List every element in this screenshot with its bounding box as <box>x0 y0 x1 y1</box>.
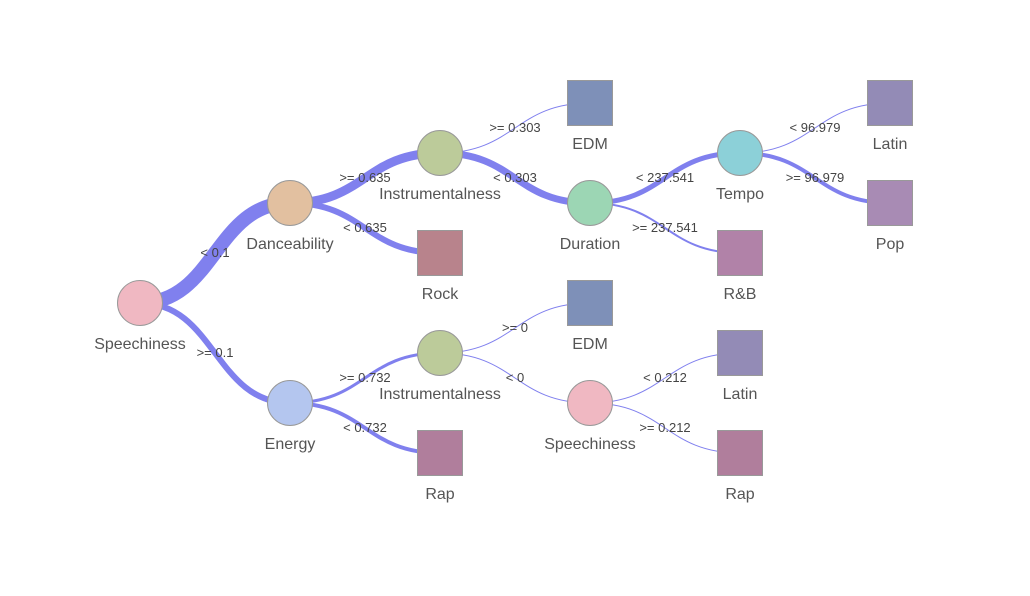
tree-edge <box>439 102 591 154</box>
leaf-square <box>867 180 913 226</box>
leaf-node: Latin <box>717 330 763 403</box>
split-circle <box>717 130 763 176</box>
leaf-square <box>717 230 763 276</box>
node-label: Rap <box>425 486 454 503</box>
leaf-node: Rap <box>417 430 463 503</box>
node-label: Instrumentalness <box>379 386 501 403</box>
tree-edge <box>137 300 293 406</box>
leaf-square <box>417 430 463 476</box>
edge-label: < 237.541 <box>636 170 694 185</box>
node-label: R&B <box>724 286 757 303</box>
edge-label: >= 0 <box>502 320 528 335</box>
tree-edge <box>285 148 445 208</box>
leaf-square <box>567 80 613 126</box>
leaf-square <box>417 230 463 276</box>
edge-label: >= 237.541 <box>632 220 698 235</box>
node-label: Rock <box>422 286 459 303</box>
node-label: Speechiness <box>94 336 186 353</box>
split-node: Speechiness <box>544 380 636 453</box>
edge-label: >= 0.303 <box>489 120 540 135</box>
node-label: Latin <box>723 386 758 403</box>
leaf-node: EDM <box>567 80 613 153</box>
tree-edge <box>739 102 891 154</box>
split-circle <box>417 330 463 376</box>
split-node: Speechiness <box>94 280 186 353</box>
edge-label: < 0.212 <box>643 370 687 385</box>
nodes-layer: Speechiness Danceability Energy Instrumenta… <box>94 80 913 503</box>
node-label: Rap <box>725 486 754 503</box>
tree-edge <box>589 202 741 254</box>
node-label: Pop <box>876 236 905 253</box>
split-circle <box>117 280 163 326</box>
edge-label: >= 0.732 <box>339 370 390 385</box>
node-label: Danceability <box>246 236 333 253</box>
node-label: Speechiness <box>544 436 636 453</box>
node-label: Instrumentalness <box>379 186 501 203</box>
tree-edge <box>133 196 297 310</box>
split-node: Danceability <box>246 180 334 253</box>
split-node: Instrumentalness <box>379 330 501 403</box>
edges-layer <box>133 102 892 455</box>
tree-edge <box>439 352 591 404</box>
split-node: Tempo <box>716 130 764 203</box>
split-circle <box>567 380 613 426</box>
node-label: Tempo <box>716 186 764 203</box>
leaf-square <box>867 80 913 126</box>
edge-label: < 0.1 <box>200 245 229 260</box>
leaf-node: Rock <box>417 230 463 303</box>
tree-edge <box>288 351 442 405</box>
node-label: Duration <box>560 236 620 253</box>
node-label: EDM <box>572 136 608 153</box>
tree-edge <box>287 200 443 256</box>
edge-labels-layer: < 0.1 >= 0.1 >= 0.635 < 0.635 >= 0.303 < 0.30… <box>197 120 845 435</box>
split-circle <box>267 380 313 426</box>
node-label: Latin <box>873 136 908 153</box>
tree-edge <box>589 352 741 404</box>
tree-edge <box>589 402 741 454</box>
edge-label: < 0 <box>506 370 524 385</box>
tree-edge <box>439 302 591 354</box>
edge-label: >= 0.1 <box>197 345 234 360</box>
split-circle <box>267 180 313 226</box>
node-label: Energy <box>265 436 316 453</box>
tree-edge <box>587 150 743 206</box>
edge-label: < 0.303 <box>493 170 537 185</box>
edge-label: < 0.732 <box>343 420 387 435</box>
leaf-square <box>717 430 763 476</box>
edge-label: < 0.635 <box>343 220 387 235</box>
leaf-node: R&B <box>717 230 763 303</box>
node-label: EDM <box>572 336 608 353</box>
leaf-square <box>567 280 613 326</box>
tree-edge <box>436 149 594 207</box>
edge-label: >= 0.212 <box>639 420 690 435</box>
leaf-node: Pop <box>867 180 913 253</box>
leaf-node: Latin <box>867 80 913 153</box>
split-circle <box>567 180 613 226</box>
split-node: Duration <box>560 180 620 253</box>
leaf-square <box>717 330 763 376</box>
tree-edge <box>288 401 442 455</box>
edge-label: >= 96.979 <box>786 170 845 185</box>
leaf-node: Rap <box>717 430 763 503</box>
leaf-node: EDM <box>567 280 613 353</box>
split-node: Instrumentalness <box>379 130 501 203</box>
tree-edge <box>738 151 892 205</box>
split-circle <box>417 130 463 176</box>
edge-label: < 96.979 <box>790 120 841 135</box>
edge-label: >= 0.635 <box>339 170 390 185</box>
split-node: Energy <box>265 380 316 453</box>
